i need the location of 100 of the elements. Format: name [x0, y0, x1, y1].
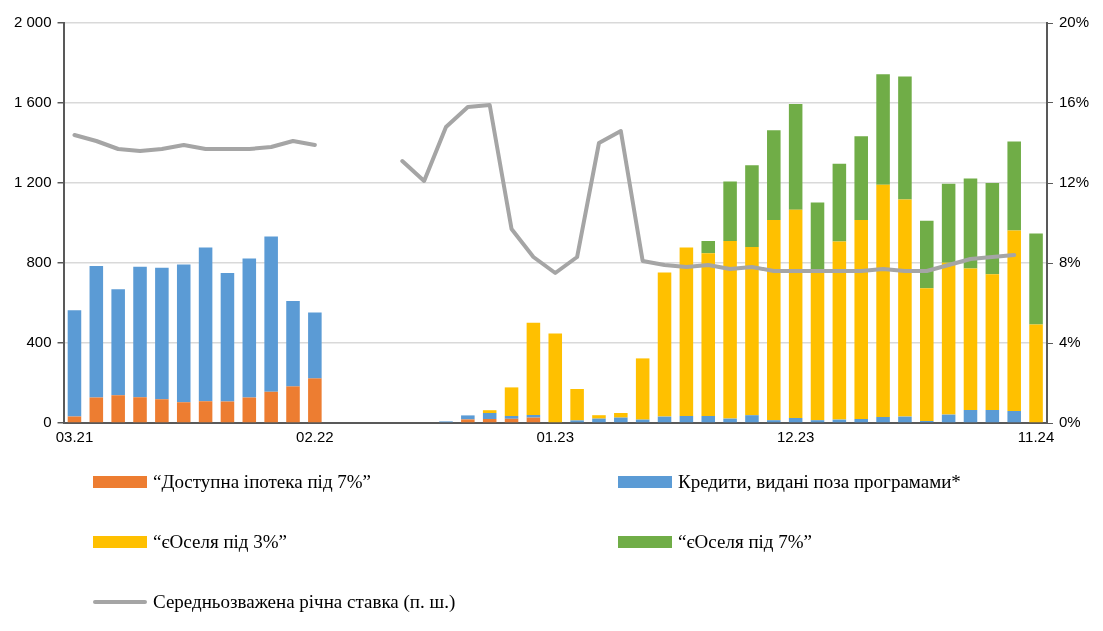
bar	[657, 272, 672, 417]
x-tick-label: 02.22	[296, 428, 334, 446]
bar	[264, 391, 278, 423]
bar	[67, 310, 82, 417]
bar	[898, 76, 912, 200]
bar	[308, 312, 322, 379]
bar	[963, 268, 978, 410]
bar	[941, 183, 956, 263]
bar	[111, 289, 125, 396]
bar	[308, 378, 322, 423]
bar	[745, 247, 759, 416]
bar	[504, 416, 519, 419]
bar	[985, 183, 1000, 275]
bar	[963, 178, 978, 269]
bar	[461, 419, 475, 423]
bar	[767, 420, 781, 423]
bar	[963, 410, 978, 423]
bar	[898, 416, 912, 423]
bar	[461, 415, 475, 420]
bar	[482, 413, 497, 419]
bar	[592, 415, 606, 419]
bar	[767, 130, 781, 220]
bar	[723, 181, 737, 241]
bar	[198, 247, 213, 402]
bar	[679, 416, 694, 423]
bar	[614, 413, 628, 418]
bar	[832, 241, 847, 420]
y2-tick-label: 8%	[1058, 253, 1081, 271]
legend-label: “єОселя під 3%”	[153, 531, 288, 553]
bar	[679, 247, 694, 416]
x-tick-label: 01.23	[536, 428, 575, 446]
bar	[89, 266, 104, 398]
bar	[788, 104, 803, 210]
bar	[526, 322, 541, 415]
bar	[1007, 230, 1021, 411]
bar	[701, 241, 716, 254]
bar	[264, 236, 278, 392]
bar	[854, 419, 868, 423]
y-tick-label: 1 600	[13, 93, 52, 111]
bar	[985, 410, 1000, 423]
bar	[220, 401, 235, 423]
bar	[788, 209, 803, 418]
bar	[920, 220, 934, 289]
bar	[111, 395, 125, 423]
bar	[745, 415, 759, 423]
bar	[788, 418, 803, 423]
bar	[176, 402, 191, 423]
bar	[482, 410, 497, 413]
bar	[876, 74, 890, 185]
bar	[198, 401, 213, 423]
bar	[1029, 324, 1043, 423]
y2-tick-label: 16%	[1058, 93, 1090, 111]
y2-tick-label: 12%	[1058, 173, 1090, 191]
legend-label: “Доступна іпотека під 7%”	[153, 471, 372, 493]
y-tick-label: 2 000	[13, 13, 52, 31]
bar	[504, 387, 519, 416]
y-tick-label: 1 200	[13, 173, 52, 191]
bar	[854, 136, 868, 220]
legend-label: Кредити, видані поза програмами*	[678, 471, 961, 493]
bar	[155, 399, 169, 423]
bar	[242, 258, 257, 398]
bar	[133, 397, 147, 423]
y-tick-label: 0	[43, 413, 52, 431]
bar	[526, 415, 541, 418]
bar	[1007, 141, 1021, 231]
y-tick-label: 800	[26, 253, 52, 271]
bar	[1029, 233, 1043, 325]
bar	[810, 420, 825, 423]
bar	[1007, 411, 1021, 423]
bar	[548, 333, 563, 423]
y-tick-label: 400	[26, 333, 52, 351]
bar	[941, 262, 956, 415]
x-tick-label: 11.24	[1017, 428, 1055, 446]
bar	[155, 267, 169, 400]
y2-tick-label: 20%	[1058, 13, 1090, 31]
bar	[723, 241, 737, 419]
bar	[854, 220, 868, 419]
bar	[745, 165, 759, 247]
bar	[701, 253, 716, 416]
x-tick-label: 12.23	[776, 428, 815, 446]
bar	[242, 397, 257, 423]
bar	[570, 389, 584, 421]
bar	[832, 163, 847, 242]
bar	[810, 202, 825, 270]
bar	[701, 416, 716, 423]
bar	[286, 386, 300, 423]
bar	[898, 199, 912, 417]
x-tick-label: 03.21	[55, 428, 94, 446]
bar	[876, 417, 890, 423]
bar	[985, 274, 1000, 410]
legend-label: “єОселя під 7%”	[678, 531, 813, 553]
y2-tick-label: 4%	[1058, 333, 1081, 351]
bar	[286, 301, 300, 387]
bar	[876, 184, 890, 417]
bar	[176, 264, 191, 403]
bar	[220, 273, 235, 402]
bar	[635, 358, 650, 420]
bar	[810, 270, 825, 421]
bar	[767, 220, 781, 421]
legend-label: Середньозважена річна ставка (п. ш.)	[153, 591, 456, 613]
